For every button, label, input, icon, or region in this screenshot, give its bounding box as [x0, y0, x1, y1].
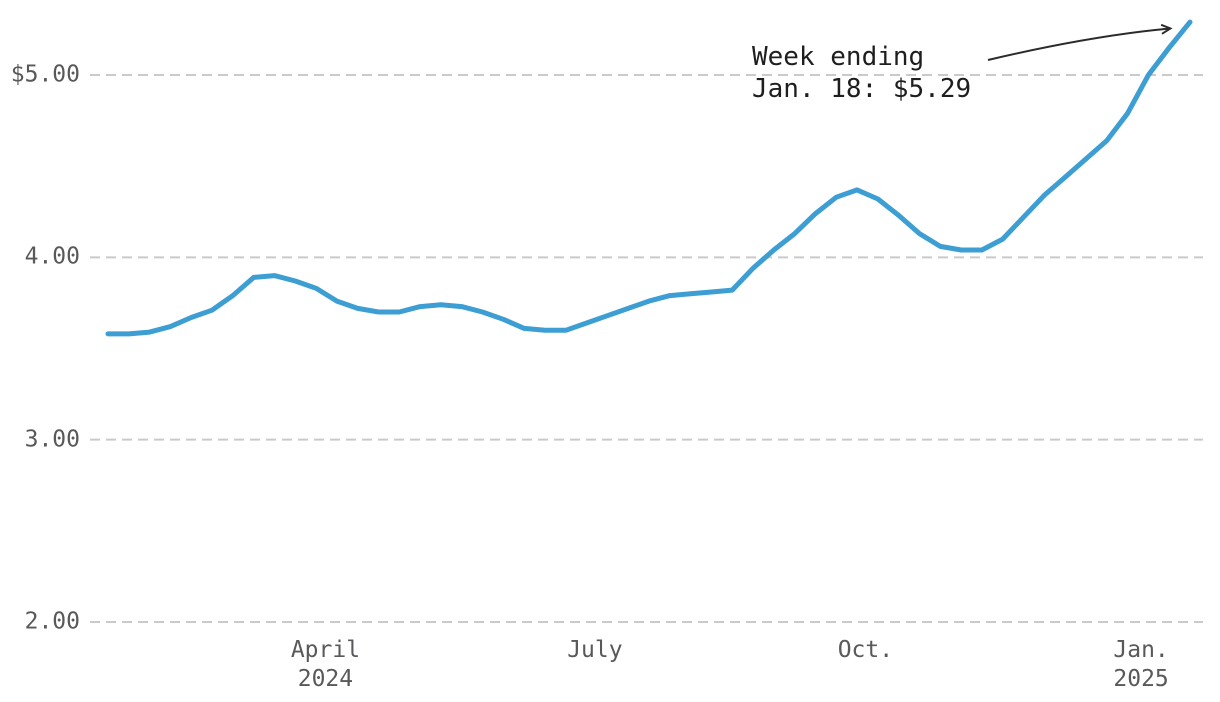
x-tick-year: 2025	[1113, 665, 1169, 692]
annotation-line-2: Jan. 18: $5.29	[752, 73, 972, 104]
x-tick-month: Oct.	[837, 637, 894, 663]
annotation-arrow-icon	[987, 23, 1173, 61]
x-tick-month: April	[290, 637, 361, 663]
x-tick-label: April 2024	[245, 636, 405, 693]
price-line	[105, 19, 1193, 337]
annotation: Week ending Jan. 18: $5.29	[752, 42, 971, 105]
x-tick-label: July	[515, 636, 675, 665]
x-tick-label: Jan. 2025	[1061, 636, 1220, 693]
y-tick-label: 2.00	[24, 608, 80, 635]
x-tick-year: 2024	[297, 665, 354, 692]
x-tick-month: Jan.	[1113, 637, 1169, 663]
y-tick-label: $5.00	[10, 61, 80, 88]
x-tick-month: July	[567, 637, 623, 663]
y-tick-label: 3.00	[24, 426, 80, 453]
y-tick-label: 4.00	[24, 243, 80, 270]
annotation-line-1: Week ending	[752, 42, 925, 72]
x-tick-label: Oct.	[785, 636, 945, 665]
